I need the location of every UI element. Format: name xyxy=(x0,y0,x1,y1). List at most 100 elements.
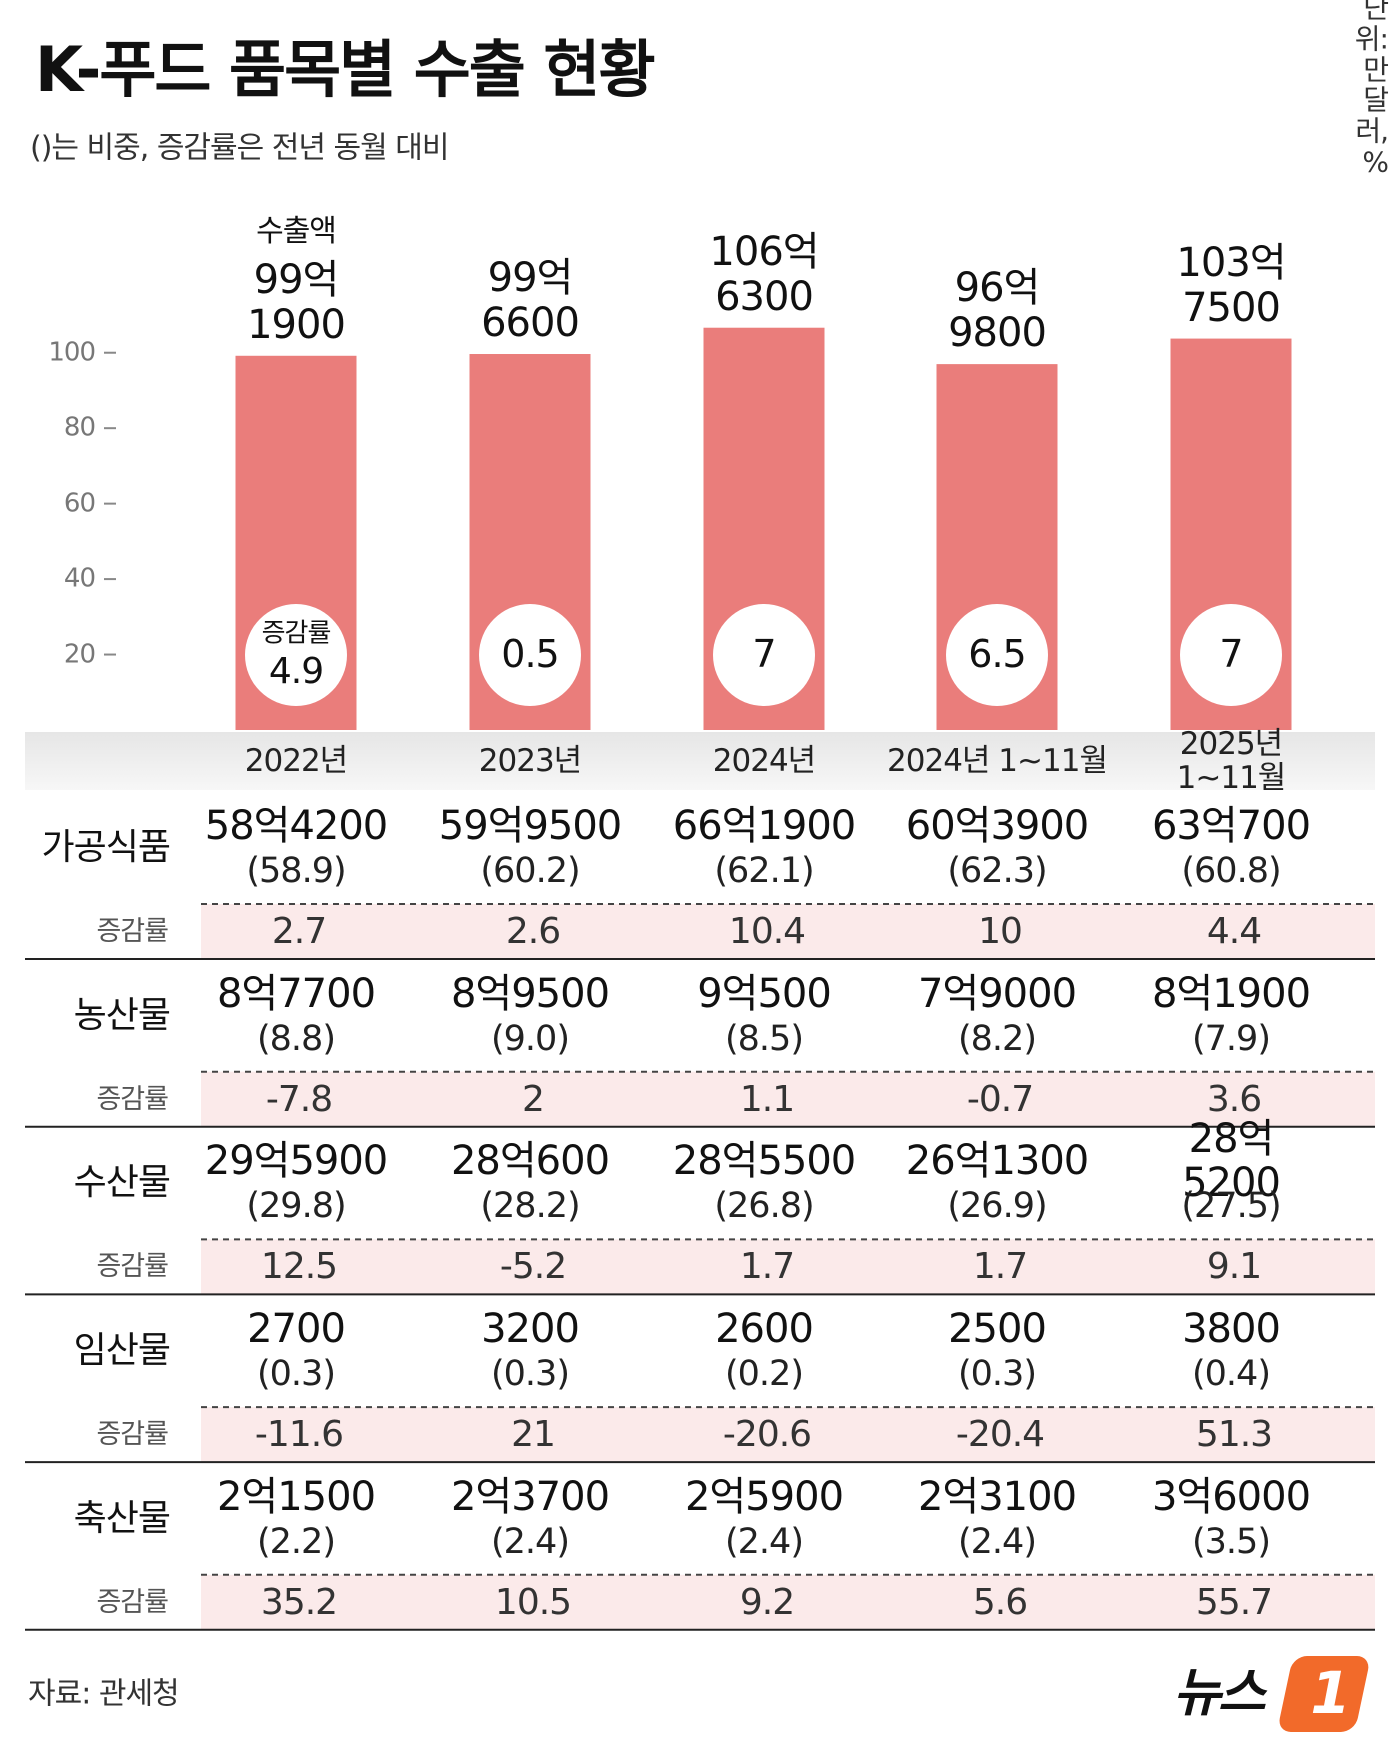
amount: 63억700 xyxy=(1151,803,1311,849)
growth: -20.4 xyxy=(955,1414,1045,1456)
growth: 2.7 xyxy=(271,911,327,953)
amount: 3200 xyxy=(481,1306,580,1353)
amount: 2억3100 xyxy=(917,1473,1077,1520)
growth: 55.7 xyxy=(1195,1582,1273,1623)
growth-badge xyxy=(245,604,347,706)
amount: 2700 xyxy=(247,1306,346,1353)
category-label: 2022년 xyxy=(244,742,348,779)
share: (28.2) xyxy=(480,1186,580,1227)
growth: 21 xyxy=(511,1414,556,1456)
growth-value: 7 xyxy=(1219,632,1243,677)
amount: 3800 xyxy=(1182,1306,1281,1353)
growth: 5.6 xyxy=(972,1582,1028,1623)
amount: 8억9500 xyxy=(450,970,610,1017)
growth-row-label: 증감률 xyxy=(96,916,169,948)
growth: 10.4 xyxy=(728,911,806,953)
amount: 28억5200 xyxy=(1182,1116,1281,1207)
share: (8.8) xyxy=(257,1018,336,1059)
y-tick-label: 40 xyxy=(63,563,96,594)
logo-badge xyxy=(1279,1656,1369,1732)
growth-row-bg xyxy=(201,1407,1375,1463)
logo-mark: 1 xyxy=(1310,1659,1350,1728)
share: (0.4) xyxy=(1192,1353,1271,1394)
value-label: 96억 9800 xyxy=(948,265,1047,357)
amount: 26억1300 xyxy=(905,1138,1089,1185)
growth: -11.6 xyxy=(254,1414,344,1456)
amount: 28억5500 xyxy=(672,1138,856,1185)
y-tick-label: 60 xyxy=(63,488,96,519)
row-name: 농산물 xyxy=(73,994,171,1036)
growth-row-bg xyxy=(201,1071,1375,1127)
category-label: 2024년 1~11월 xyxy=(887,742,1108,779)
growth: -7.8 xyxy=(265,1078,333,1120)
growth-value: 4.9 xyxy=(268,651,324,693)
share: (0.2) xyxy=(725,1353,804,1394)
source: 자료: 관세청 xyxy=(28,1676,180,1712)
growth: 4.4 xyxy=(1206,911,1262,953)
growth-badge xyxy=(479,604,581,706)
growth-row-label: 증감률 xyxy=(96,1586,169,1618)
amount: 28억600 xyxy=(450,1138,610,1185)
amount: 58억4200 xyxy=(204,803,388,849)
growth-value: 6.5 xyxy=(968,632,1026,677)
growth-caption: 증감률 xyxy=(261,618,332,649)
growth: -20.6 xyxy=(722,1414,812,1456)
growth: 10.5 xyxy=(494,1582,572,1623)
share: (9.0) xyxy=(491,1018,570,1059)
growth: 3.6 xyxy=(1206,1078,1262,1120)
share: (7.9) xyxy=(1192,1018,1271,1059)
growth: 1.7 xyxy=(972,1246,1028,1288)
share: (2.4) xyxy=(491,1521,570,1562)
share: (60.2) xyxy=(480,850,580,891)
amount: 59억9500 xyxy=(438,803,622,849)
share: (2.4) xyxy=(958,1521,1037,1562)
value-label: 99억 6600 xyxy=(481,255,580,346)
share: (26.8) xyxy=(714,1186,814,1227)
share: (62.3) xyxy=(947,850,1047,891)
category-label: 2023년 xyxy=(478,742,582,779)
amount: 60억3900 xyxy=(905,803,1089,849)
growth: 9.2 xyxy=(739,1582,795,1623)
amount: 2억5900 xyxy=(684,1473,844,1520)
growth: 9.1 xyxy=(1206,1246,1262,1288)
growth: -5.2 xyxy=(499,1246,567,1288)
growth-badge xyxy=(713,604,815,706)
amount: 2500 xyxy=(948,1306,1047,1353)
share: (0.3) xyxy=(257,1353,336,1394)
growth: 1.7 xyxy=(739,1246,795,1288)
share: (8.2) xyxy=(958,1018,1037,1059)
share: (62.1) xyxy=(714,850,814,891)
growth-value: 0.5 xyxy=(501,632,559,677)
growth: -0.7 xyxy=(966,1078,1034,1120)
growth: 12.5 xyxy=(260,1246,338,1288)
category-label: 2025년 1~11월 xyxy=(1176,725,1287,796)
amount: 66억1900 xyxy=(672,803,856,849)
logo-text: 뉴스 xyxy=(1173,1663,1266,1724)
growth: 35.2 xyxy=(260,1582,338,1623)
amount: 3억6000 xyxy=(1151,1473,1311,1520)
growth-row-label: 증감률 xyxy=(96,1251,169,1283)
growth: 1.1 xyxy=(739,1078,795,1120)
row-name: 가공식품 xyxy=(41,827,171,869)
share: (3.5) xyxy=(1192,1521,1271,1562)
share: (8.5) xyxy=(725,1018,804,1059)
growth-row-bg xyxy=(201,1239,1375,1295)
value-label: 99억 1900 xyxy=(247,256,346,348)
share: (60.8) xyxy=(1181,850,1281,891)
row-name: 수산물 xyxy=(73,1162,171,1204)
y-tick-label: 20 xyxy=(63,639,96,670)
share: (29.8) xyxy=(246,1186,346,1227)
share: (27.5) xyxy=(1181,1186,1281,1227)
amount: 29억5900 xyxy=(204,1138,388,1185)
amount: 7억9000 xyxy=(917,970,1077,1017)
growth-row-label: 증감률 xyxy=(96,1419,169,1451)
share: (58.9) xyxy=(246,850,346,891)
growth-row-bg xyxy=(201,1574,1375,1630)
growth: 2.6 xyxy=(505,911,561,953)
growth: 10 xyxy=(978,911,1023,953)
value-caption: 수출액 xyxy=(256,213,337,249)
row-name: 축산물 xyxy=(73,1498,171,1539)
growth-row-bg xyxy=(201,904,1375,959)
growth-badge xyxy=(946,604,1048,706)
